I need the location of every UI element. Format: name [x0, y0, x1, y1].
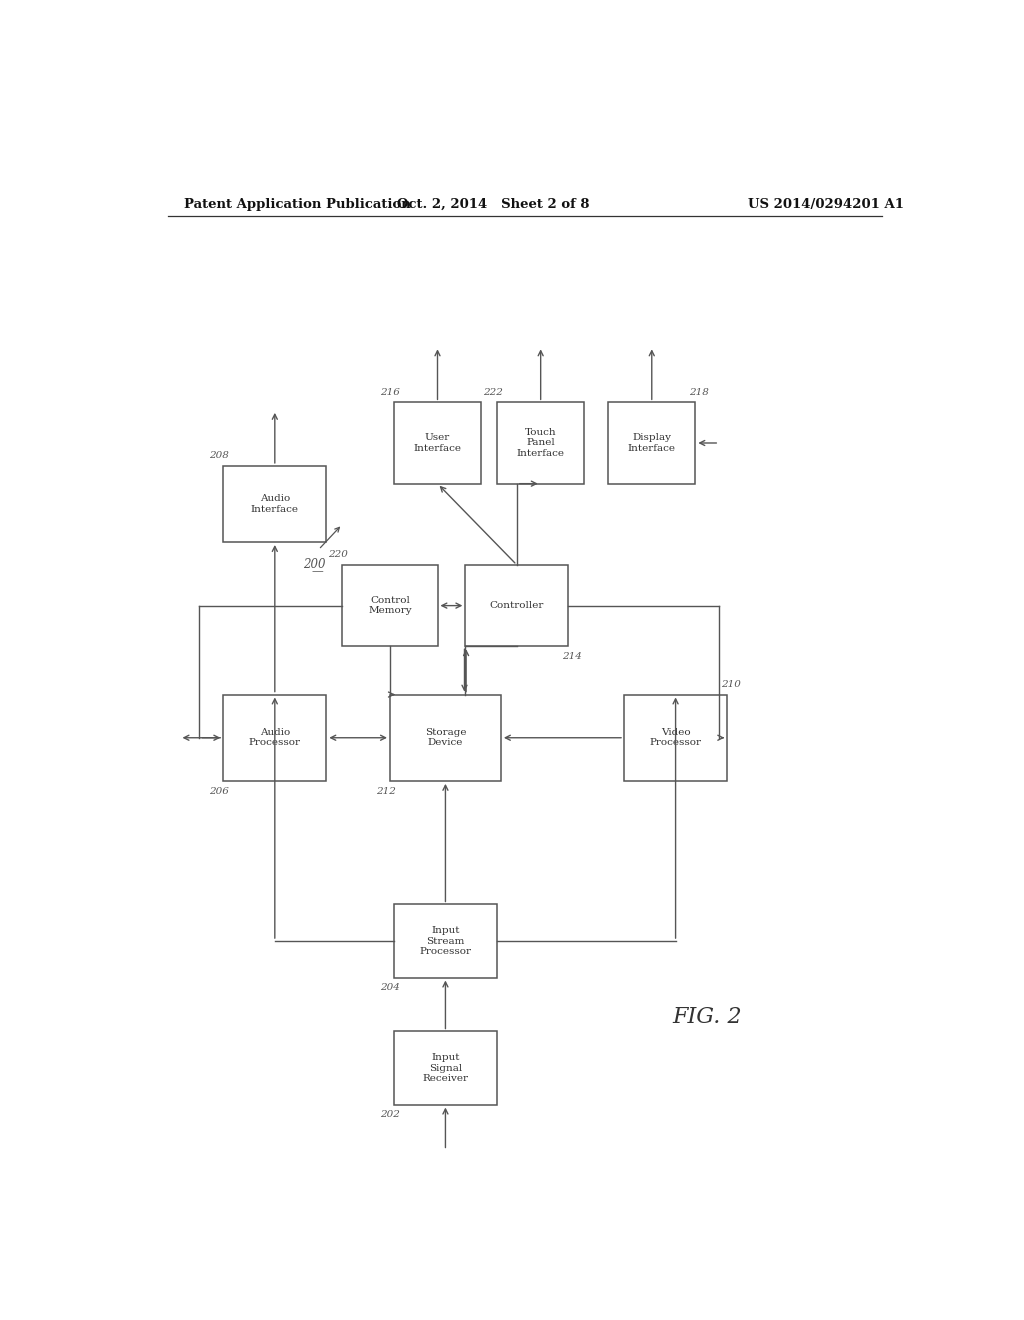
- Text: —: —: [311, 565, 324, 578]
- Text: Touch
Panel
Interface: Touch Panel Interface: [517, 428, 564, 458]
- Text: Display
Interface: Display Interface: [628, 433, 676, 453]
- Text: 210: 210: [721, 680, 741, 689]
- Text: 202: 202: [380, 1110, 399, 1119]
- Text: 214: 214: [562, 652, 583, 661]
- Text: 222: 222: [483, 388, 503, 397]
- Text: Input
Stream
Processor: Input Stream Processor: [420, 927, 471, 956]
- Text: Input
Signal
Receiver: Input Signal Receiver: [423, 1053, 468, 1082]
- Text: 204: 204: [380, 983, 399, 993]
- FancyBboxPatch shape: [394, 1031, 497, 1105]
- FancyBboxPatch shape: [394, 403, 481, 483]
- Text: Audio
Processor: Audio Processor: [249, 729, 301, 747]
- FancyBboxPatch shape: [390, 694, 501, 781]
- Text: Audio
Interface: Audio Interface: [251, 494, 299, 513]
- Text: Controller: Controller: [489, 601, 544, 610]
- Text: US 2014/0294201 A1: US 2014/0294201 A1: [749, 198, 904, 211]
- FancyBboxPatch shape: [465, 565, 568, 647]
- FancyBboxPatch shape: [608, 403, 695, 483]
- FancyBboxPatch shape: [497, 403, 585, 483]
- FancyBboxPatch shape: [223, 466, 327, 543]
- Text: 200: 200: [303, 558, 326, 570]
- Text: 218: 218: [689, 388, 710, 397]
- FancyBboxPatch shape: [223, 694, 327, 781]
- Text: Patent Application Publication: Patent Application Publication: [183, 198, 411, 211]
- Text: User
Interface: User Interface: [414, 433, 462, 453]
- Text: Storage
Device: Storage Device: [425, 729, 466, 747]
- Text: FIG. 2: FIG. 2: [673, 1006, 742, 1028]
- Text: Oct. 2, 2014   Sheet 2 of 8: Oct. 2, 2014 Sheet 2 of 8: [397, 198, 589, 211]
- FancyBboxPatch shape: [394, 904, 497, 978]
- Text: Video
Processor: Video Processor: [649, 729, 701, 747]
- FancyBboxPatch shape: [342, 565, 437, 647]
- FancyBboxPatch shape: [624, 694, 727, 781]
- Text: 208: 208: [209, 451, 229, 461]
- Text: 220: 220: [329, 550, 348, 560]
- Text: Control
Memory: Control Memory: [368, 595, 412, 615]
- Text: 206: 206: [209, 787, 229, 796]
- Text: 212: 212: [376, 787, 396, 796]
- Text: 216: 216: [380, 388, 399, 397]
